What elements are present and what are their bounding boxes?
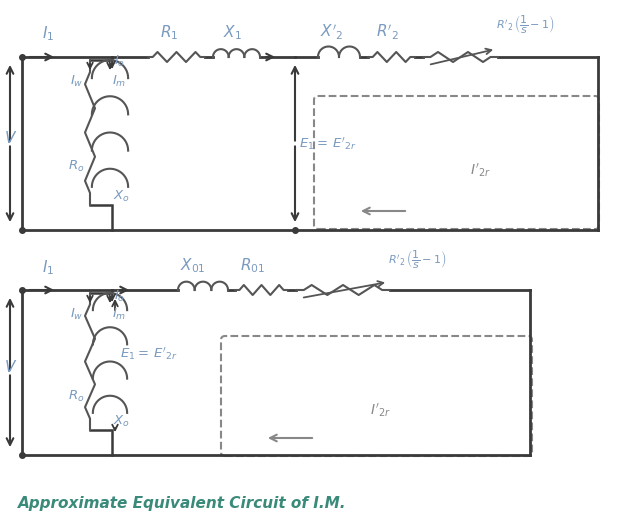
Text: $R_o$: $R_o$ — [68, 389, 85, 404]
Text: $R_1$: $R_1$ — [160, 23, 179, 42]
Text: $R'_2\,\left(\dfrac{1}{s}-1\right)$: $R'_2\,\left(\dfrac{1}{s}-1\right)$ — [496, 12, 555, 35]
Text: $I_m$: $I_m$ — [112, 307, 126, 322]
Text: $X'_2$: $X'_2$ — [320, 22, 344, 42]
Text: Approximate Equivalent Circuit of I.M.: Approximate Equivalent Circuit of I.M. — [18, 496, 347, 511]
Text: $E_1=\,E'_{2r}$: $E_1=\,E'_{2r}$ — [120, 346, 177, 362]
Text: $I_w$: $I_w$ — [70, 74, 83, 89]
Text: $V$: $V$ — [4, 359, 17, 375]
Text: $X_{01}$: $X_{01}$ — [180, 256, 206, 275]
Text: $I_o$: $I_o$ — [114, 289, 125, 304]
Text: $X_1$: $X_1$ — [223, 23, 242, 42]
Text: $I_m$: $I_m$ — [112, 74, 126, 89]
Text: $I_w$: $I_w$ — [70, 307, 83, 322]
Text: $I_1$: $I_1$ — [42, 24, 54, 43]
Text: $I'_{2r}$: $I'_{2r}$ — [470, 162, 491, 180]
Text: $R_{01}$: $R_{01}$ — [240, 256, 265, 275]
Text: $E_1=\,E'_{2r}$: $E_1=\,E'_{2r}$ — [299, 135, 357, 152]
Text: $I_o$: $I_o$ — [114, 54, 125, 69]
Text: $X_o$: $X_o$ — [113, 414, 130, 429]
Text: $V$: $V$ — [4, 130, 17, 146]
Text: $I'_{2r}$: $I'_{2r}$ — [370, 402, 391, 419]
Text: $R'_2\,\left(\dfrac{1}{s}-1\right)$: $R'_2\,\left(\dfrac{1}{s}-1\right)$ — [388, 248, 447, 269]
Text: $I_1$: $I_1$ — [42, 258, 54, 277]
Text: $R'_2$: $R'_2$ — [376, 22, 399, 42]
Text: $X_o$: $X_o$ — [113, 189, 130, 204]
Text: $R_o$: $R_o$ — [68, 159, 85, 174]
